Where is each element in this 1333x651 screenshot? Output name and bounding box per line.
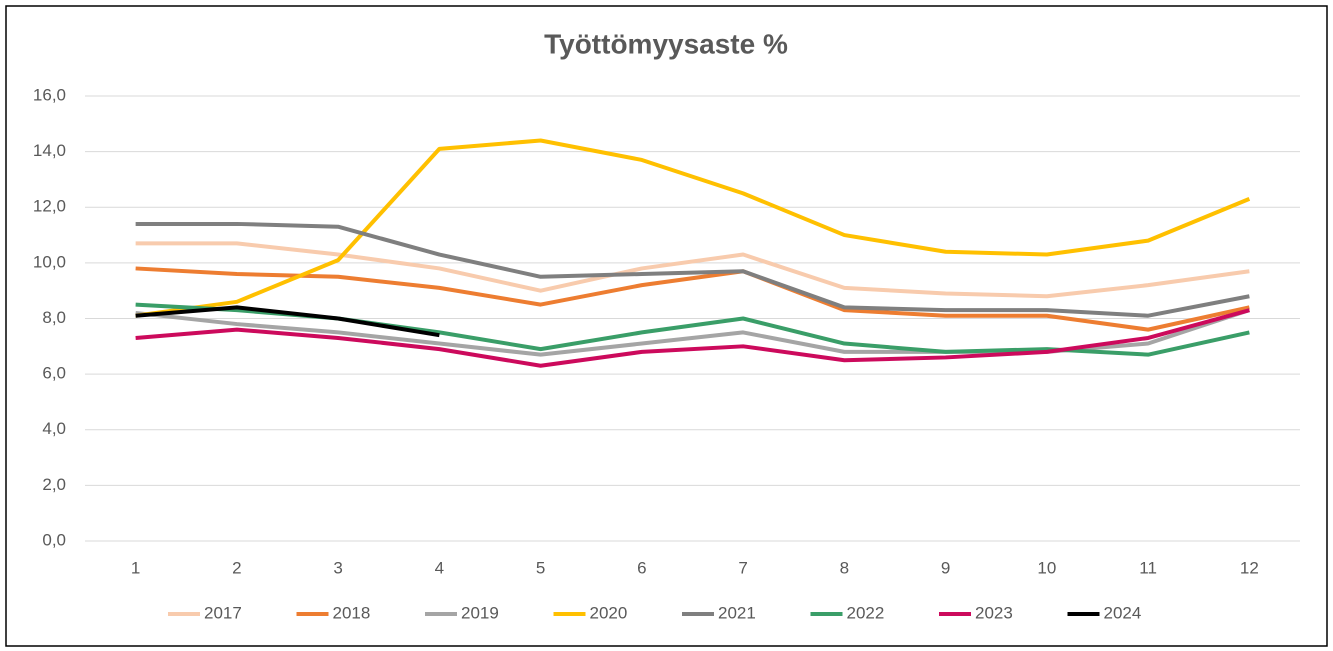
series-line: [135, 266, 1250, 332]
legend-label: 2017: [204, 603, 242, 622]
x-tick-label: 1: [131, 558, 140, 577]
legend-label: 2023: [975, 603, 1013, 622]
x-tick-label: 11: [1139, 558, 1157, 577]
x-tick-label: 9: [941, 558, 950, 577]
legend-label: 2024: [1104, 603, 1142, 622]
x-tick-label: 2: [232, 558, 241, 577]
x-tick-label: 4: [435, 558, 444, 577]
legend-label: 2021: [718, 603, 756, 622]
series-line: [135, 305, 440, 338]
x-tick-label: 3: [333, 558, 342, 577]
x-tick-label: 5: [536, 558, 545, 577]
series-line: [135, 138, 1251, 318]
x-tick-label: 7: [738, 558, 747, 577]
series-line: [135, 241, 1250, 299]
y-tick-label: 8,0: [42, 308, 66, 327]
y-tick-label: 6,0: [42, 364, 66, 383]
legend-label: 2018: [333, 603, 371, 622]
y-tick-label: 2,0: [42, 475, 66, 494]
x-tick-label: 8: [840, 558, 849, 577]
legend-label: 2020: [590, 603, 628, 622]
chart-border: [5, 5, 1328, 647]
x-tick-label: 12: [1240, 558, 1259, 577]
y-tick-label: 4,0: [42, 419, 66, 438]
x-tick-label: 10: [1037, 558, 1056, 577]
legend-label: 2019: [461, 603, 499, 622]
y-tick-label: 0,0: [42, 530, 66, 549]
series-line: [135, 221, 1250, 318]
y-tick-label: 16,0: [33, 85, 66, 104]
y-tick-label: 10,0: [33, 252, 66, 271]
legend-label: 2022: [847, 603, 885, 622]
y-tick-label: 12,0: [33, 197, 66, 216]
series-line: [135, 308, 1250, 368]
x-tick-label: 6: [637, 558, 646, 577]
y-tick-label: 14,0: [33, 141, 66, 160]
chart-title: Työttömyysaste %: [544, 28, 788, 59]
